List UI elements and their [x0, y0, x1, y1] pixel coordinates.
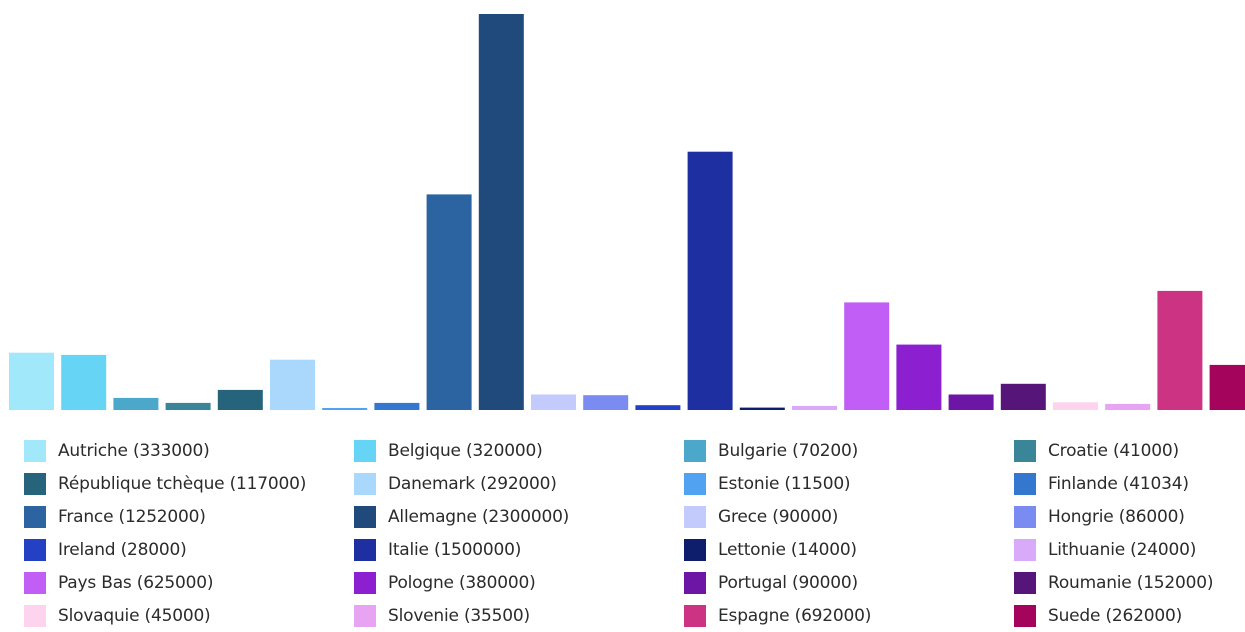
bar-allemagne	[478, 14, 524, 410]
legend-item-pays-bas: Pays Bas (625000)	[24, 566, 354, 599]
bar-autriche	[9, 352, 54, 410]
legend-label: France (1252000)	[58, 506, 206, 527]
legend-swatch	[24, 505, 46, 528]
legend-label: Allemagne (2300000)	[388, 506, 570, 527]
legend-label: Danemark (292000)	[388, 473, 557, 494]
legend-swatch	[1014, 505, 1036, 528]
legend-item-lithuanie: Lithuanie (24000)	[1014, 533, 1239, 566]
legend-label: Pays Bas (625000)	[58, 572, 214, 593]
legend-label: Ireland (28000)	[58, 539, 187, 560]
legend-label: Hongrie (86000)	[1048, 506, 1185, 527]
legend-item-estonie: Estonie (11500)	[684, 467, 1014, 500]
legend-item-croatie: Croatie (41000)	[1014, 434, 1239, 467]
legend-item-espagne: Espagne (692000)	[684, 599, 1014, 632]
legend-item-italie: Italie (1500000)	[354, 533, 684, 566]
legend-item-republique-tcheque: République tchèque (117000)	[24, 467, 354, 500]
legend-label: Roumanie (152000)	[1048, 572, 1214, 593]
legend-label: Grece (90000)	[718, 506, 839, 527]
legend-item-finlande: Finlande (41034)	[1014, 467, 1239, 500]
legend-label: Lithuanie (24000)	[1048, 539, 1197, 560]
legend-swatch	[354, 571, 376, 594]
legend-label: Autriche (333000)	[58, 440, 210, 461]
bar-finlande	[374, 402, 420, 410]
legend-swatch	[684, 439, 706, 462]
legend-item-danemark: Danemark (292000)	[354, 467, 684, 500]
legend-item-slovaquie: Slovaquie (45000)	[24, 599, 354, 632]
bar-belgique	[61, 354, 107, 410]
legend-label: Italie (1500000)	[388, 539, 522, 560]
bar-slovenie	[1105, 403, 1151, 410]
bar-republique-tcheque	[217, 389, 263, 410]
legend-label: Belgique (320000)	[388, 440, 543, 461]
bar-portugal	[948, 394, 994, 410]
legend-swatch	[354, 505, 376, 528]
legend-swatch	[24, 439, 46, 462]
legend-label: Croatie (41000)	[1048, 440, 1179, 461]
bar-suede	[1209, 364, 1245, 410]
bar-pologne	[896, 344, 942, 410]
legend-label: République tchèque (117000)	[58, 473, 307, 494]
legend-label: Portugal (90000)	[718, 572, 858, 593]
bar-france	[426, 194, 472, 410]
legend-swatch	[684, 538, 706, 561]
legend-item-lettonie: Lettonie (14000)	[684, 533, 1014, 566]
legend-item-belgique: Belgique (320000)	[354, 434, 684, 467]
bar-croatie	[165, 402, 211, 410]
legend-swatch	[354, 472, 376, 495]
bar-hongrie	[583, 395, 629, 410]
legend-label: Bulgarie (70200)	[718, 440, 859, 461]
legend-item-ireland: Ireland (28000)	[24, 533, 354, 566]
legend-item-roumanie: Roumanie (152000)	[1014, 566, 1239, 599]
bar-lithuanie	[792, 405, 837, 410]
legend-swatch	[1014, 472, 1036, 495]
bar-slovaquie	[1053, 402, 1098, 410]
legend-swatch	[1014, 439, 1036, 462]
legend-swatch	[684, 571, 706, 594]
legend-swatch	[354, 604, 376, 627]
legend-item-slovenie: Slovenie (35500)	[354, 599, 684, 632]
bar-espagne	[1157, 290, 1203, 410]
legend-swatch	[1014, 571, 1036, 594]
legend-item-portugal: Portugal (90000)	[684, 566, 1014, 599]
chart-plot-area	[9, 14, 1245, 410]
legend-label: Pologne (380000)	[388, 572, 536, 593]
legend-label: Estonie (11500)	[718, 473, 851, 494]
legend-label: Finlande (41034)	[1048, 473, 1189, 494]
legend-item-bulgarie: Bulgarie (70200)	[684, 434, 1014, 467]
legend-label: Lettonie (14000)	[718, 539, 857, 560]
legend-swatch	[684, 604, 706, 627]
legend-swatch	[24, 604, 46, 627]
chart-legend: Autriche (333000) Belgique (320000) Bulgar…	[24, 434, 1239, 632]
legend-item-autriche: Autriche (333000)	[24, 434, 354, 467]
legend-swatch	[684, 505, 706, 528]
legend-swatch	[24, 472, 46, 495]
legend-item-suede: Suede (262000)	[1014, 599, 1239, 632]
legend-swatch	[24, 571, 46, 594]
bar-roumanie	[1000, 383, 1046, 410]
legend-item-allemagne: Allemagne (2300000)	[354, 500, 684, 533]
legend-swatch	[1014, 538, 1036, 561]
bar-pays-bas	[844, 302, 890, 410]
legend-item-hongrie: Hongrie (86000)	[1014, 500, 1239, 533]
bar-ireland	[635, 405, 681, 410]
legend-label: Suede (262000)	[1048, 605, 1183, 626]
bar-grece	[531, 394, 576, 410]
legend-swatch	[354, 538, 376, 561]
bar-danemark	[270, 359, 315, 410]
legend-label: Slovaquie (45000)	[58, 605, 211, 626]
legend-swatch	[1014, 604, 1036, 627]
legend-swatch	[24, 538, 46, 561]
legend-swatch	[354, 439, 376, 462]
legend-label: Slovenie (35500)	[388, 605, 530, 626]
bar-estonie	[322, 408, 368, 410]
bar-italie	[687, 151, 733, 410]
bar-bulgarie	[113, 397, 159, 410]
legend-item-grece: Grece (90000)	[684, 500, 1014, 533]
legend-item-pologne: Pologne (380000)	[354, 566, 684, 599]
legend-swatch	[684, 472, 706, 495]
bar-lettonie	[739, 407, 785, 410]
legend-item-france: France (1252000)	[24, 500, 354, 533]
legend-label: Espagne (692000)	[718, 605, 872, 626]
